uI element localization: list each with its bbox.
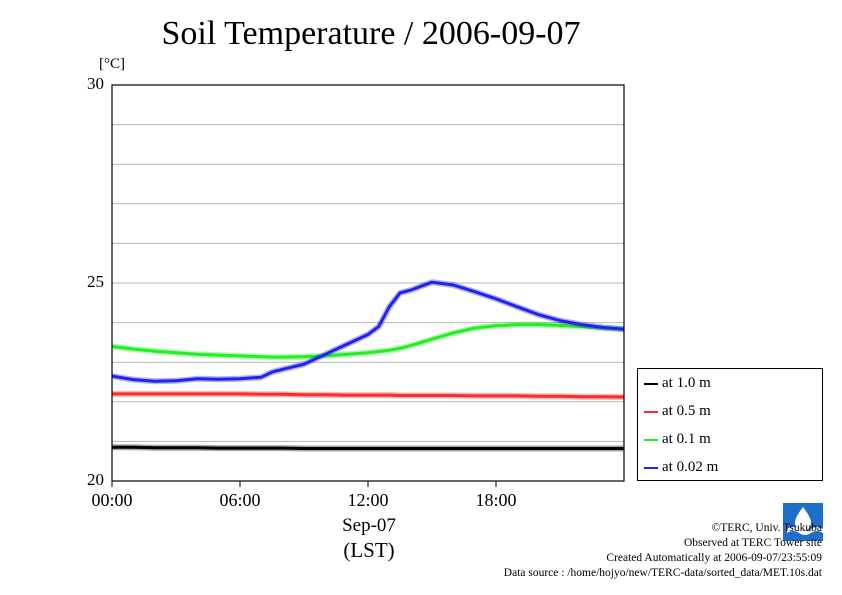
chart-title: Soil Temperature / 2006-09-07 xyxy=(161,15,581,52)
y-tick-label: 25 xyxy=(87,272,104,291)
series-line-1 xyxy=(112,392,625,399)
legend-swatch-green xyxy=(644,438,658,441)
legend-label: at 0.1 m xyxy=(662,431,711,447)
x-tick-label: 18:00 xyxy=(475,490,517,510)
credit-created: Created Automatically at 2006-09-07/23:5… xyxy=(606,552,822,564)
legend-item: at 0.1 m xyxy=(644,429,711,449)
x-tick-label: 06:00 xyxy=(219,490,261,510)
legend: at 1.0 m at 0.5 m at 0.1 m at 0.02 m xyxy=(637,368,823,481)
legend-label: at 0.02 m xyxy=(662,459,719,475)
series-layer xyxy=(111,279,625,452)
x-axis-label: (LST) xyxy=(343,538,395,562)
legend-item: at 1.0 m xyxy=(644,373,711,393)
legend-swatch-black xyxy=(644,382,658,385)
series-line-0 xyxy=(112,445,624,450)
terc-logo-icon xyxy=(783,503,823,541)
x-tick-label: 12:00 xyxy=(347,490,389,510)
credit-copyright: ©TERC, Univ. Tsukuba xyxy=(711,522,822,534)
x-tick-label: 00:00 xyxy=(91,490,133,510)
series-line-2 xyxy=(111,323,625,359)
y-tick-label: 20 xyxy=(87,470,104,489)
credits: ©TERC, Univ. Tsukuba Observed at TERC To… xyxy=(504,521,822,581)
series-line-3 xyxy=(111,280,625,383)
legend-swatch-red xyxy=(644,410,658,413)
credit-source: Data source : /home/hojyo/new/TERC-data/… xyxy=(503,567,822,579)
legend-label: at 1.0 m xyxy=(662,375,711,391)
plot-frame xyxy=(111,84,625,482)
credit-site: Observed at TERC Tower site xyxy=(683,537,822,549)
series-halo-3 xyxy=(111,279,625,385)
legend-item: at 0.02 m xyxy=(644,457,718,477)
legend-label: at 0.5 m xyxy=(662,403,711,419)
legend-swatch-blue xyxy=(644,466,658,469)
y-axis-unit-label: [°C] xyxy=(99,56,125,72)
legend-item: at 0.5 m xyxy=(644,401,711,421)
y-tick-label: 30 xyxy=(87,74,104,93)
x-date-label: Sep-07 xyxy=(342,515,396,536)
grid-lines xyxy=(111,124,624,487)
